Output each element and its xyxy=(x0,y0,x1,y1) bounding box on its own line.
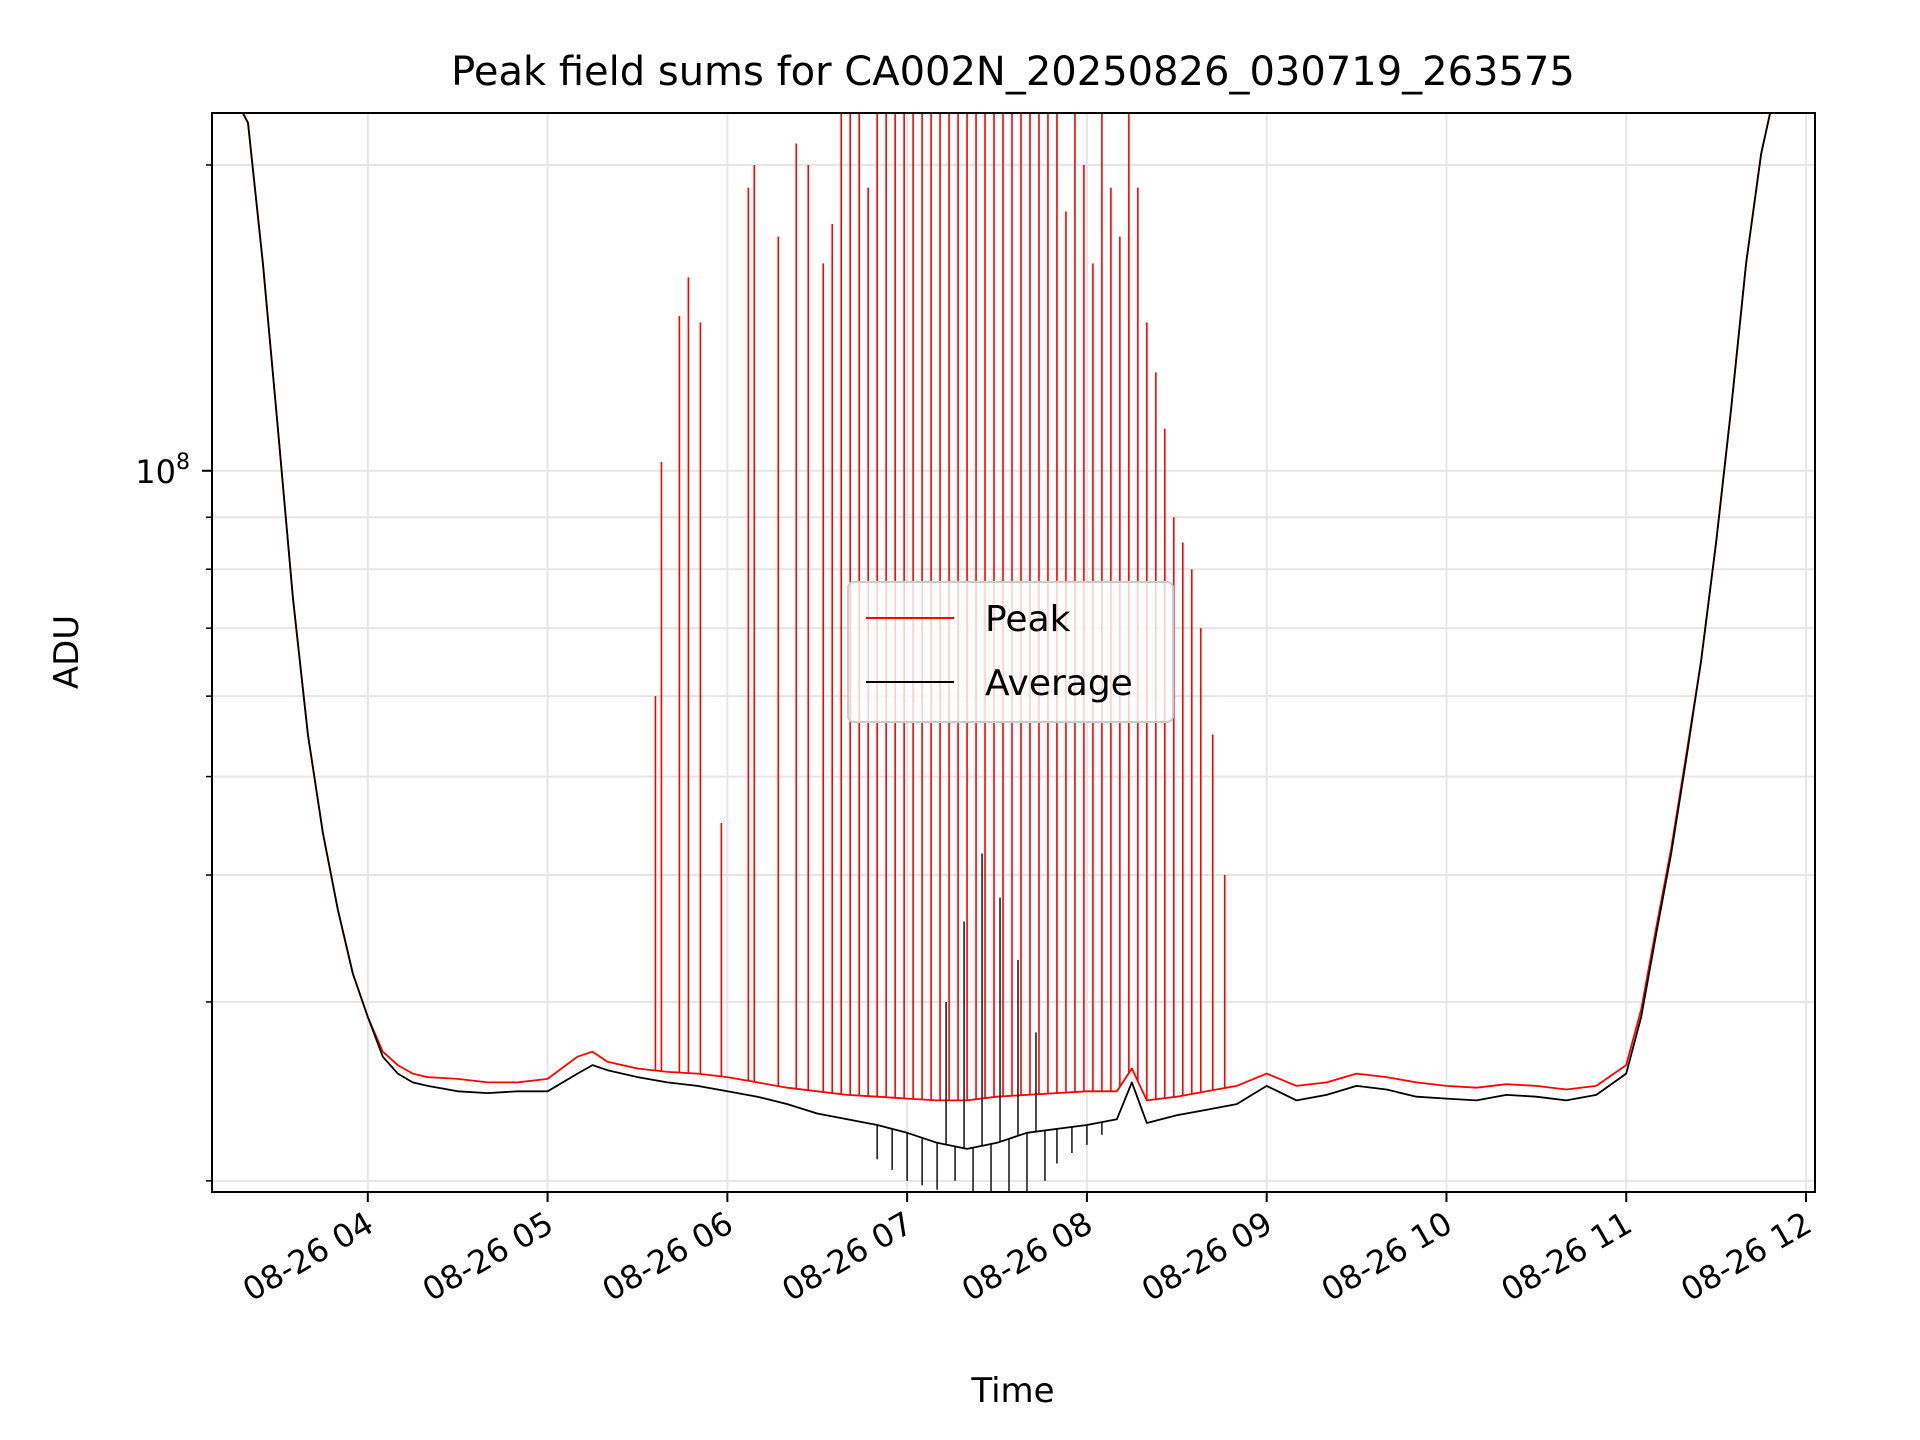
x-tick-label: 08-26 12 xyxy=(1674,1204,1818,1309)
x-tick-label: 08-26 08 xyxy=(955,1204,1099,1309)
x-tick-label: 08-26 10 xyxy=(1315,1204,1459,1309)
y-axis: 108 xyxy=(135,164,212,1182)
series-line-average xyxy=(241,113,1771,1150)
y-tick-label: 108 xyxy=(135,450,190,491)
legend-label-peak: Peak xyxy=(985,599,1071,640)
x-tick-label: 08-26 05 xyxy=(416,1204,560,1309)
x-tick-label: 08-26 04 xyxy=(236,1204,380,1309)
legend-label-average: Average xyxy=(985,663,1133,704)
chart-title: Peak field sums for CA002N_20250826_0307… xyxy=(451,49,1575,95)
legend: Peak Average xyxy=(847,581,1174,723)
x-tick-label: 08-26 09 xyxy=(1135,1204,1279,1309)
x-tick-label: 08-26 06 xyxy=(596,1204,740,1309)
x-axis-label: Time xyxy=(970,1371,1054,1411)
y-axis-label: ADU xyxy=(47,615,87,689)
x-tick-label: 08-26 11 xyxy=(1495,1204,1639,1309)
x-tick-label: 08-26 07 xyxy=(776,1204,920,1309)
x-axis: 08-26 04 08-26 05 08-26 06 08-26 07 08-26 08… xyxy=(236,1192,1818,1309)
plot-frame xyxy=(211,112,1816,1193)
grid xyxy=(212,113,1815,1192)
